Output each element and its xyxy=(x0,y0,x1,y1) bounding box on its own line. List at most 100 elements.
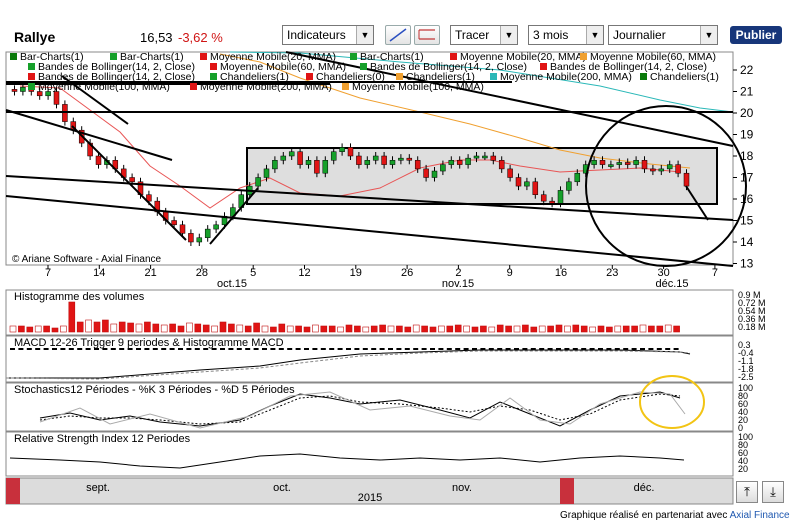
volume-bar xyxy=(421,325,428,333)
volume-bar xyxy=(194,323,202,333)
macd-hist-bar xyxy=(640,348,645,350)
legend-swatch xyxy=(10,53,17,60)
macd-hist-bar xyxy=(110,348,116,350)
volume-bar xyxy=(454,324,462,333)
publish-button[interactable]: Publier xyxy=(730,26,782,44)
timeline-month: oct. xyxy=(273,482,291,494)
macd-hist-bar xyxy=(623,348,629,350)
volume-bar xyxy=(26,326,34,333)
macd-hist-bar xyxy=(430,348,435,350)
volume-bar xyxy=(18,325,25,333)
timeline-scroller[interactable] xyxy=(5,477,734,505)
volume-bar xyxy=(538,325,546,333)
macd-panel-frame xyxy=(5,335,734,383)
volume-bar xyxy=(673,325,680,333)
volume-bar xyxy=(396,325,403,333)
candle xyxy=(406,157,413,161)
volume-bar xyxy=(572,324,580,333)
x-tick-label: 7 xyxy=(712,267,718,279)
macd-y-label: -2.5 xyxy=(738,372,754,382)
scroll-down-button[interactable]: ⤓ xyxy=(762,481,784,503)
macd-histogram xyxy=(10,348,679,350)
volume-bar xyxy=(589,326,596,333)
volume-bar xyxy=(169,323,176,333)
timeline-month: déc. xyxy=(634,482,655,494)
volume-bar xyxy=(160,324,168,333)
candle xyxy=(456,160,463,165)
volume-bar xyxy=(656,325,664,333)
period-select[interactable]: 3 mois ▼ xyxy=(528,25,604,45)
candle xyxy=(297,151,303,165)
volume-bar xyxy=(295,325,302,333)
candle xyxy=(465,157,471,165)
legend-swatch xyxy=(190,83,197,90)
macd-hist-bar xyxy=(211,348,217,350)
volume-bar xyxy=(480,325,487,333)
footer-link[interactable]: Axial Finance xyxy=(729,510,790,521)
macd-hist-bar xyxy=(236,348,242,350)
timeline-right-handle[interactable] xyxy=(560,478,574,504)
macd-hist-bar xyxy=(530,348,536,350)
volume-bar xyxy=(471,326,479,333)
candle xyxy=(423,168,429,178)
legend-label: Moyenne Mobile(20, MMA) xyxy=(210,51,336,63)
macd-hist-bar xyxy=(245,348,251,350)
macd-hist-bar xyxy=(169,348,175,350)
stoch-y-label: 100 xyxy=(738,383,753,393)
volume-bar xyxy=(622,325,630,333)
macd-hist-bar xyxy=(665,348,671,350)
legend-swatch xyxy=(640,73,647,80)
candle xyxy=(381,155,387,165)
tracer-dropdown[interactable]: Tracer ▼ xyxy=(450,25,518,45)
indicators-dropdown[interactable]: Indicateurs ▼ xyxy=(282,25,374,45)
scroll-up-button[interactable]: ⤒ xyxy=(736,481,758,503)
macd-hist-bar xyxy=(43,348,49,350)
volume-bar xyxy=(270,326,277,333)
x-tick-label: 14 xyxy=(93,267,105,279)
macd-y-label: -0.4 xyxy=(738,348,754,358)
upload-icon: ⤒ xyxy=(744,484,750,499)
chevron-down-icon: ▼ xyxy=(586,26,603,44)
volume-bar xyxy=(387,325,395,333)
volume-bar xyxy=(631,325,638,333)
volume-bar xyxy=(34,325,42,333)
footer-credit: Graphique réalisé en partenariat avec Ax… xyxy=(560,510,790,521)
timeline-left-handle[interactable] xyxy=(6,478,20,504)
volume-bar xyxy=(102,319,109,333)
candle xyxy=(330,151,337,161)
draw-horizontal-button[interactable] xyxy=(414,25,440,45)
timeline-month: sept. xyxy=(86,482,110,494)
legend-swatch xyxy=(580,53,587,60)
volume-bar xyxy=(303,326,311,333)
candle xyxy=(624,162,631,165)
macd-hist-bar xyxy=(472,348,477,350)
macd-line xyxy=(6,349,691,379)
candle xyxy=(591,160,597,165)
legend-label: Moyenne Mobile(100, MMA) xyxy=(352,81,484,93)
macd-hist-bar xyxy=(152,348,158,350)
candle xyxy=(188,233,194,243)
candle xyxy=(482,155,488,159)
legend-label: Bandes de Bollinger(14, 2, Close) xyxy=(550,61,707,73)
volume-bar xyxy=(144,321,151,333)
draw-line-button[interactable] xyxy=(385,25,411,45)
macd-hist-bar xyxy=(505,348,511,350)
download-icon: ⤓ xyxy=(770,484,776,499)
legend-label: Bandes de Bollinger(14, 2, Close) xyxy=(370,61,527,73)
volume-bar xyxy=(639,324,647,333)
candle xyxy=(146,194,152,202)
volume-bar xyxy=(597,325,605,333)
volume-bar xyxy=(219,321,227,333)
volume-bar xyxy=(127,322,134,333)
macd-hist-bar xyxy=(278,348,284,350)
interval-select[interactable]: Journalier ▼ xyxy=(608,25,718,45)
macd-hist-bar xyxy=(396,348,402,350)
stoch-y-label: 0 xyxy=(738,423,743,433)
volume-bar xyxy=(228,323,235,333)
y-tick-label: 13 xyxy=(740,257,754,271)
volume-bar xyxy=(261,325,269,333)
candle xyxy=(440,164,446,172)
volume-bar xyxy=(68,301,76,333)
